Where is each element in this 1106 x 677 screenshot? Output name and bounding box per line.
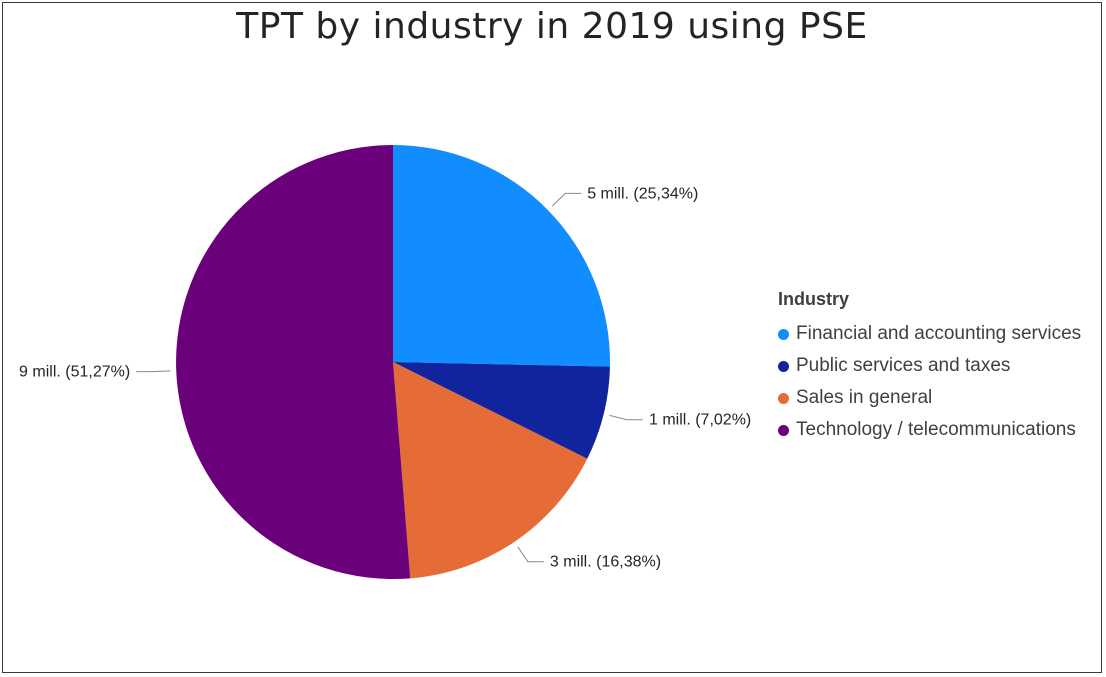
legend-dot-icon: [778, 360, 789, 372]
leader-line-3: [136, 370, 171, 373]
legend-item-2[interactable]: Sales in general: [778, 382, 1081, 414]
legend-dot-icon: [778, 424, 789, 436]
pie-slice-3[interactable]: [176, 145, 411, 579]
legend-label: Technology / telecommunications: [796, 419, 1076, 440]
legend-item-1[interactable]: Public services and taxes: [778, 350, 1081, 382]
data-label-2: 3 mill. (16,38%): [550, 554, 661, 571]
legend: Industry Financial and accounting servic…: [778, 289, 1081, 446]
legend-item-0[interactable]: Financial and accounting services: [778, 318, 1081, 350]
legend-label: Public services and taxes: [796, 355, 1011, 376]
legend-dot-icon: [778, 392, 789, 404]
data-label-3: 9 mill. (51,27%): [19, 364, 130, 381]
leader-line-1: [609, 414, 643, 421]
pie-slice-2[interactable]: [393, 362, 588, 579]
pie-slice-1[interactable]: [393, 362, 610, 459]
legend-label: Sales in general: [796, 387, 933, 408]
chart-title: TPT by industry in 2019 using PSE: [236, 6, 868, 47]
data-label-1: 1 mill. (7,02%): [649, 412, 751, 429]
leader-line-0: [551, 192, 582, 207]
legend-dot-icon: [778, 328, 789, 340]
legend-title: Industry: [778, 289, 850, 309]
pie-slice-0[interactable]: [393, 145, 610, 367]
leader-line-2: [517, 546, 544, 563]
legend-label: Financial and accounting services: [796, 323, 1082, 344]
legend-item-3[interactable]: Technology / telecommunications: [778, 414, 1081, 446]
data-label-0: 5 mill. (25,34%): [587, 185, 698, 202]
